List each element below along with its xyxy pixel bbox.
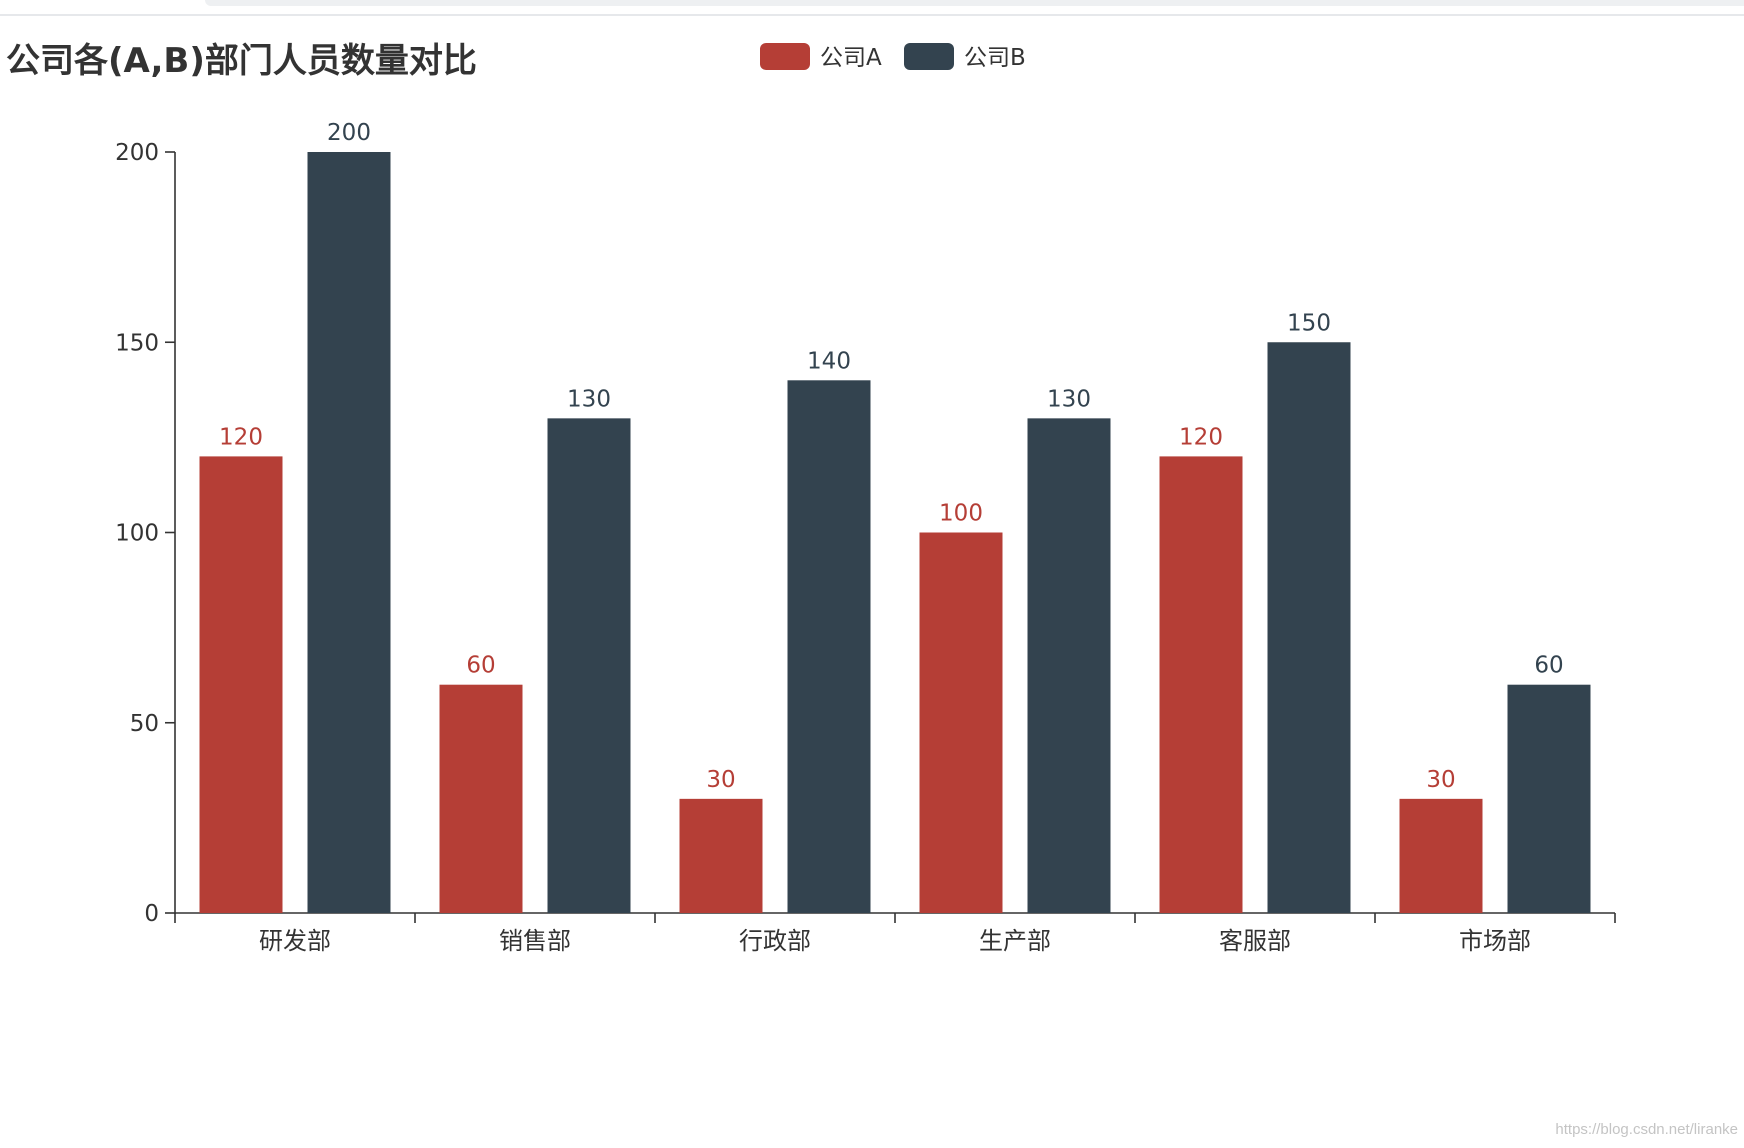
y-tick-label: 150 bbox=[115, 330, 159, 356]
legend-swatch bbox=[904, 43, 954, 70]
chart-title: 公司各(A,B)部门人员数量对比 bbox=[6, 41, 477, 81]
bar-value-label: 130 bbox=[567, 386, 611, 412]
bar-a[interactable] bbox=[439, 684, 523, 913]
bar-value-label: 30 bbox=[1426, 767, 1455, 793]
bar-value-label: 120 bbox=[1179, 424, 1223, 450]
x-axis: 研发部 销售部 行政部 生产部 客服部 市场部 bbox=[174, 912, 1616, 955]
bar-value-label: 150 bbox=[1287, 310, 1331, 336]
bar-value-label: 60 bbox=[1534, 653, 1563, 679]
chart-legend[interactable]: 公司A 公司B bbox=[760, 43, 1026, 71]
bar-value-label: 100 bbox=[939, 501, 983, 527]
bar-value-label: 60 bbox=[466, 653, 495, 679]
bar-value-label: 120 bbox=[219, 424, 263, 450]
x-tick-label: 销售部 bbox=[499, 927, 571, 955]
bar-a[interactable] bbox=[1159, 456, 1243, 913]
y-tick-label: 0 bbox=[144, 901, 159, 927]
x-tick-label: 研发部 bbox=[259, 927, 331, 955]
bar-a[interactable] bbox=[679, 798, 763, 913]
y-axis: 0 50 100 150 200 bbox=[115, 140, 176, 927]
watermark: https://blog.csdn.net/liranke bbox=[1555, 1121, 1738, 1138]
bar-b[interactable] bbox=[1507, 684, 1591, 913]
browser-top-strip bbox=[0, 0, 1744, 16]
x-tick-label: 客服部 bbox=[1219, 927, 1291, 955]
legend-label: 公司A bbox=[820, 45, 882, 71]
bar-value-label: 200 bbox=[327, 120, 371, 146]
x-tick-label: 生产部 bbox=[979, 927, 1051, 955]
x-tick-label: 市场部 bbox=[1459, 927, 1531, 955]
bar-value-label: 30 bbox=[706, 767, 735, 793]
bar-b[interactable] bbox=[1027, 418, 1111, 913]
bar-b[interactable] bbox=[787, 380, 871, 913]
y-tick-label: 50 bbox=[130, 711, 159, 737]
bar-b[interactable] bbox=[307, 152, 391, 913]
legend-item[interactable]: 公司B bbox=[904, 43, 1026, 71]
legend-label: 公司B bbox=[964, 45, 1026, 71]
bar-b[interactable] bbox=[1267, 342, 1351, 913]
bars-layer bbox=[199, 152, 1591, 914]
bar-b[interactable] bbox=[547, 418, 631, 913]
data-labels-layer: 120 200 60 130 30 140 100 130 120 150 30 60 bbox=[219, 120, 1564, 793]
x-tick-label: 行政部 bbox=[739, 927, 811, 955]
bar-a[interactable] bbox=[1399, 798, 1483, 913]
legend-swatch bbox=[760, 43, 810, 70]
bar-value-label: 140 bbox=[807, 348, 851, 374]
browser-address-area bbox=[205, 0, 1744, 6]
bar-a[interactable] bbox=[199, 456, 283, 913]
bar-value-label: 130 bbox=[1047, 386, 1091, 412]
bar-a[interactable] bbox=[919, 532, 1003, 914]
y-tick-label: 200 bbox=[115, 140, 159, 166]
y-tick-label: 100 bbox=[115, 521, 159, 547]
legend-item[interactable]: 公司A bbox=[760, 43, 882, 71]
